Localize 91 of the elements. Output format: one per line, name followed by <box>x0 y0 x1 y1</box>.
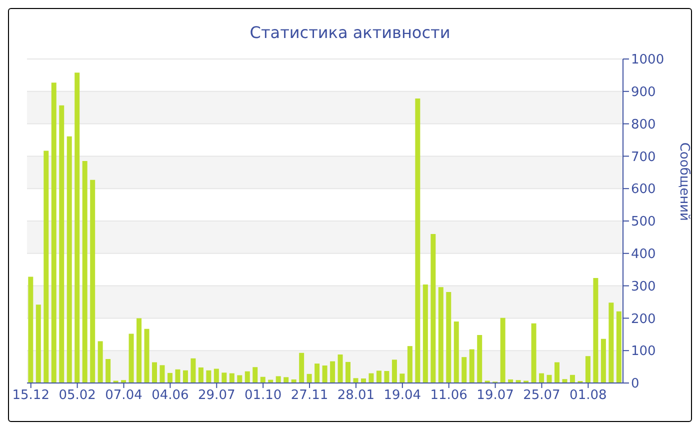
bar <box>152 362 158 383</box>
bar <box>322 366 328 383</box>
bar <box>82 161 88 383</box>
bar <box>214 368 219 383</box>
bar <box>585 356 590 383</box>
bar <box>59 105 64 383</box>
bar <box>28 276 34 383</box>
y-axis-title: Сообщений <box>676 142 692 221</box>
y-tick-label: 0 <box>631 376 640 392</box>
bar <box>454 321 459 383</box>
y-tick-label: 500 <box>631 214 656 230</box>
bar <box>160 365 165 383</box>
bar <box>500 318 506 383</box>
bar <box>462 357 467 383</box>
bar <box>106 359 111 383</box>
x-tick-label: 11.06 <box>430 388 468 404</box>
bar <box>392 360 397 383</box>
y-tick-label: 900 <box>631 85 656 100</box>
bar <box>51 82 56 383</box>
bar <box>469 349 474 383</box>
x-tick-label: 05.02 <box>58 388 96 404</box>
x-tick-label: 19.07 <box>476 388 514 404</box>
bar <box>284 377 289 383</box>
bar <box>608 302 614 383</box>
bar <box>206 370 212 383</box>
x-tick-label: 01.10 <box>244 388 282 404</box>
x-tick-label: 19.04 <box>384 388 422 404</box>
y-tick-label: 1000 <box>631 52 664 68</box>
bar <box>554 362 560 383</box>
bar <box>90 180 96 383</box>
bar <box>330 361 336 383</box>
x-tick-label: 29.07 <box>198 388 236 404</box>
bar <box>570 374 575 383</box>
bar <box>175 369 180 383</box>
x-tick-label: 27.11 <box>290 388 328 404</box>
bar <box>36 304 41 383</box>
bar <box>128 334 134 383</box>
bar <box>244 371 250 383</box>
bar <box>446 292 452 383</box>
bar <box>384 371 390 383</box>
bar <box>562 379 568 383</box>
y-tick-label: 700 <box>631 150 656 165</box>
bar <box>252 367 258 383</box>
bar <box>182 370 188 383</box>
bar <box>430 234 436 383</box>
y-tick-label: 300 <box>631 279 656 294</box>
bar <box>546 374 552 383</box>
bar <box>66 136 72 383</box>
x-tick-label: 28.01 <box>337 388 375 404</box>
bar <box>314 364 320 383</box>
bar <box>531 323 536 383</box>
bar <box>167 372 172 383</box>
bar <box>422 284 428 383</box>
bar <box>368 373 374 383</box>
bar <box>338 354 343 383</box>
bar <box>400 374 405 383</box>
bar <box>237 375 242 383</box>
bar <box>299 352 304 383</box>
bar <box>438 287 444 383</box>
bar <box>190 358 196 383</box>
y-tick-label: 800 <box>631 117 656 132</box>
bar <box>229 373 234 383</box>
bar <box>144 328 150 383</box>
x-tick-label: 25.07 <box>523 388 560 404</box>
bar <box>539 373 544 383</box>
x-tick-label: 15.12 <box>12 388 50 404</box>
bar <box>415 98 420 383</box>
bar <box>98 341 103 383</box>
bar <box>477 335 482 383</box>
chart-title: Статистика активности <box>248 23 452 44</box>
bar <box>222 372 227 383</box>
y-tick-label: 400 <box>631 247 656 262</box>
bar <box>353 378 358 383</box>
bar <box>376 370 382 383</box>
bar <box>276 376 281 383</box>
y-tick-label: 600 <box>631 182 656 198</box>
bar <box>407 346 412 383</box>
x-tick-label: 07.04 <box>105 388 142 404</box>
bar <box>136 318 142 383</box>
bar <box>306 374 312 383</box>
y-tick-label: 100 <box>631 344 656 360</box>
x-tick-label: 01.08 <box>570 388 607 404</box>
bar <box>346 362 351 383</box>
y-tick-label: 200 <box>631 312 656 327</box>
bar <box>600 338 606 383</box>
bar <box>593 278 598 383</box>
bar <box>74 72 80 383</box>
bar <box>44 150 49 383</box>
x-tick-label: 04.06 <box>152 388 189 404</box>
bar <box>198 367 204 383</box>
bar <box>616 311 622 383</box>
